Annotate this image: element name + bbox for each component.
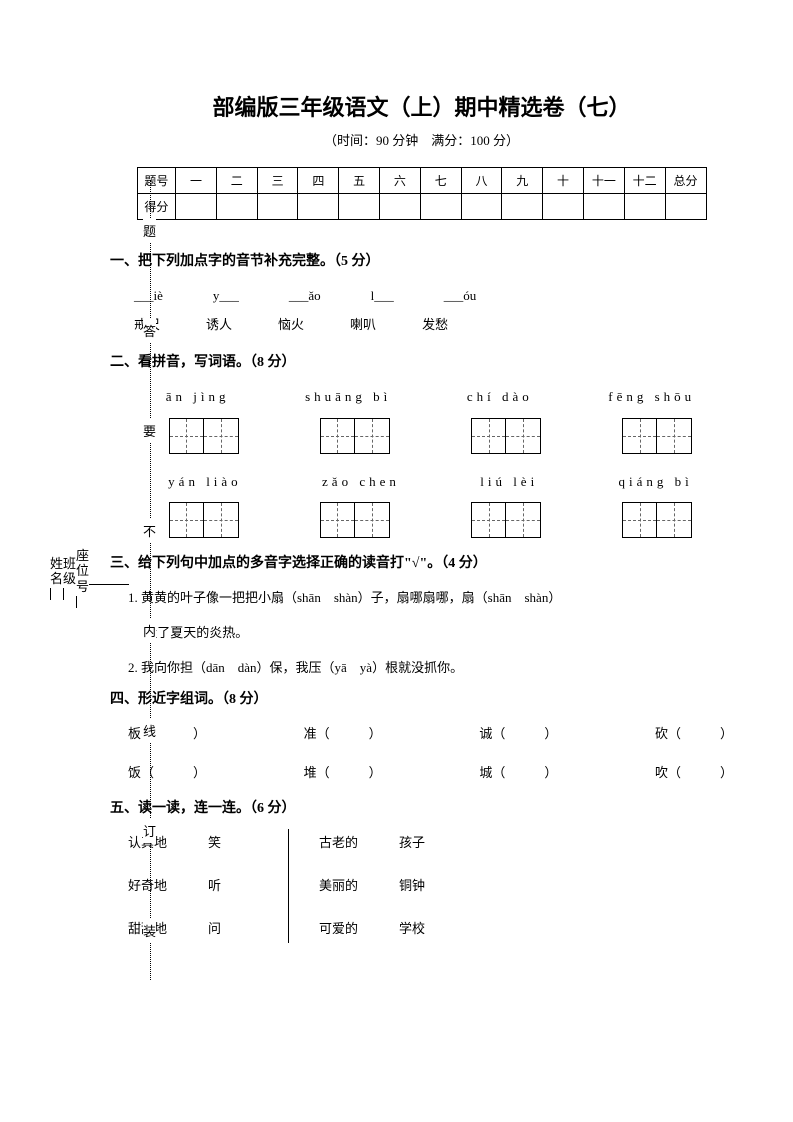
side-char: 装 [143,918,156,943]
word: 诱人 [206,311,232,340]
word-blank[interactable]: 诚（ ） [479,720,557,749]
pinyin-blank[interactable]: ___óu [444,282,477,311]
side-char: 不 [143,518,156,543]
char-box[interactable] [622,502,692,538]
side-char: 要 [143,418,156,443]
page-subtitle: （时间：90 分钟 满分：100 分） [110,130,733,149]
q4-title: 四、形近字组词。（8 分） [110,688,733,708]
char-box[interactable] [169,418,239,454]
q2-title: 二、看拼音，写词语。（8 分） [110,351,733,371]
match-item[interactable]: 问 [208,915,258,944]
q3-title: 三、给下列句中加点的多音字选择正确的读音打"√"。（4 分） [110,552,733,572]
match-item[interactable]: 可爱的 [319,915,399,944]
char-box[interactable] [471,418,541,454]
page-title: 部编版三年级语文（上）期中精选卷（七） [110,90,733,122]
word: 发愁 [422,311,448,340]
col-header: 二 [216,168,257,194]
pinyin-blank[interactable]: ___ǎo [289,282,321,311]
pinyin: fēng shōu [608,383,695,412]
col-header: 十 [543,168,584,194]
side-label [89,571,129,589]
word-blank[interactable]: 准（ ） [304,720,382,749]
q3-line: 2. 我向你担（dān dàn）保，我压（yā yà）根就没抓你。 [128,654,733,683]
q2-content: ān jìng shuāng bì chí dào fēng shōu yán … [128,383,733,538]
side-char: 答 [143,318,156,343]
q1-title: 一、把下列加点字的音节补充完整。（5 分） [110,250,733,270]
char-box[interactable] [622,418,692,454]
score-cell[interactable] [665,194,706,220]
col-header: 十二 [624,168,665,194]
score-cell[interactable] [543,194,584,220]
side-label-seat: 座位号 [76,548,89,612]
pinyin: zǎo chen [322,468,400,497]
score-cell[interactable] [339,194,380,220]
score-cell[interactable] [420,194,461,220]
word: 恼火 [278,311,304,340]
col-header: 七 [420,168,461,194]
char-box[interactable] [320,418,390,454]
col-header: 总分 [665,168,706,194]
dotted-line: 题 答 要 不 内 线 订 装 [143,180,156,980]
q3-line: 1. 黄黄的叶子像一把把小扇（shān shàn）子，扇哪扇哪，扇（shān s… [128,584,733,613]
char-box[interactable] [471,502,541,538]
col-header: 三 [257,168,298,194]
side-char: 题 [143,218,156,243]
score-cell[interactable] [380,194,421,220]
score-cell[interactable] [216,194,257,220]
score-table: 题号 一 二 三 四 五 六 七 八 九 十 十一 十二 总分 得分 [137,167,707,220]
match-item[interactable]: 美丽的 [319,872,399,901]
match-item[interactable]: 铜钟 [399,872,459,901]
table-row: 题号 一 二 三 四 五 六 七 八 九 十 十一 十二 总分 [137,168,706,194]
col-header: 五 [339,168,380,194]
score-cell[interactable] [583,194,624,220]
pinyin: qiáng bì [619,468,693,497]
pinyin-blank[interactable]: l___ [371,282,394,311]
q4-content: 板（ ） 准（ ） 诚（ ） 砍（ ） 饭（ ） 堆（ ） 城（ ） 吹（ ） [128,720,733,787]
col-header: 十一 [583,168,624,194]
q3-content: 1. 黄黄的叶子像一把把小扇（shān shàn）子，扇哪扇哪，扇（shān s… [128,584,733,682]
side-label-name: 姓名 [50,556,63,605]
col-header: 一 [176,168,217,194]
char-box[interactable] [320,502,390,538]
score-cell[interactable] [624,194,665,220]
score-cell[interactable] [176,194,217,220]
word-blank[interactable]: 砍（ ） [655,720,733,749]
side-labels: 座位号 班级 姓名 [50,180,129,980]
match-item[interactable]: 学校 [399,915,459,944]
q5-content: 认真地 好奇地 甜甜地 笑 听 问 古老的 美丽的 可爱的 孩子 铜钟 学校 [128,829,733,943]
q1-content: ___iè y___ ___ǎo l___ ___óu 戒尺 诱人 恼火 喇叭 … [128,282,733,339]
score-cell[interactable] [298,194,339,220]
score-cell[interactable] [257,194,298,220]
match-item[interactable]: 古老的 [319,829,399,858]
side-label-class: 班级 [63,556,76,605]
pinyin: ān jìng [166,383,230,412]
side-char: 订 [143,818,156,843]
char-box[interactable] [169,502,239,538]
col-header: 四 [298,168,339,194]
col-header: 八 [461,168,502,194]
q5-title: 五、读一读，连一连。（6 分） [110,797,733,817]
side-char: 线 [143,718,156,743]
q3-line: 走了夏天的炎热。 [128,619,733,648]
table-row: 得分 [137,194,706,220]
word-blank[interactable]: 城（ ） [479,759,557,788]
match-item[interactable]: 孩子 [399,829,459,858]
score-cell[interactable] [502,194,543,220]
binding-margin: 座位号 班级 姓名 题 答 要 不 内 线 订 装 [50,180,156,980]
word-blank[interactable]: 吹（ ） [655,759,733,788]
word-blank[interactable]: 堆（ ） [304,759,382,788]
pinyin: shuāng bì [305,383,391,412]
score-cell[interactable] [461,194,502,220]
match-item[interactable]: 听 [208,872,258,901]
pinyin-blank[interactable]: y___ [213,282,239,311]
pinyin: chí dào [467,383,533,412]
pinyin: liú lèi [480,468,538,497]
word: 喇叭 [350,311,376,340]
col-header: 六 [380,168,421,194]
side-char: 内 [143,618,156,643]
col-header: 九 [502,168,543,194]
pinyin: yán liào [168,468,242,497]
match-item[interactable]: 笑 [208,829,258,858]
divider [288,829,289,943]
